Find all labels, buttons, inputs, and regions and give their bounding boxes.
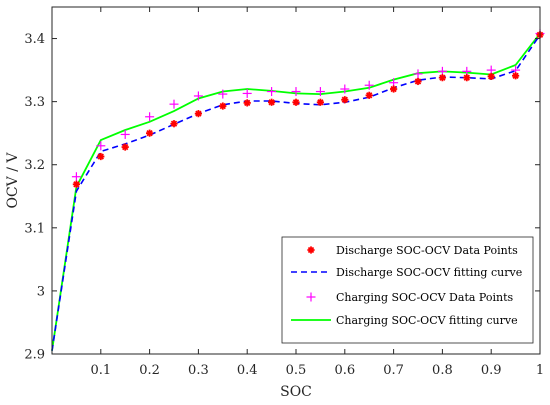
x-tick-label: 0.8 bbox=[432, 363, 453, 378]
asterisk-core bbox=[123, 145, 128, 150]
charging-data-point bbox=[145, 112, 155, 122]
x-tick-label: 0.7 bbox=[383, 363, 404, 378]
discharge-data-point bbox=[121, 143, 129, 151]
y-tick-label: 3.1 bbox=[24, 221, 45, 236]
asterisk-core bbox=[391, 87, 396, 91]
discharge-data-point bbox=[292, 98, 300, 106]
asterisk-core bbox=[513, 73, 518, 78]
x-axis-label: SOC bbox=[280, 384, 312, 400]
asterisk-core bbox=[269, 100, 274, 105]
x-tick-label: 1 bbox=[536, 363, 544, 378]
asterisk-core bbox=[196, 111, 201, 116]
legend-label: Charging SOC-OCV Data Points bbox=[336, 291, 514, 304]
discharge-data-point bbox=[512, 72, 520, 80]
discharge-data-point bbox=[97, 152, 105, 161]
x-tick-label: 0.1 bbox=[90, 363, 111, 378]
charging-data-point bbox=[315, 87, 325, 97]
charging-data-point bbox=[364, 80, 374, 90]
discharge-data-point bbox=[194, 110, 202, 118]
discharge-data-point bbox=[243, 99, 251, 107]
charging-data-point bbox=[96, 141, 106, 151]
series-marker-plus bbox=[71, 28, 545, 182]
charging-data-point bbox=[242, 88, 252, 98]
asterisk-core bbox=[98, 154, 103, 159]
discharge-data-point bbox=[390, 85, 398, 93]
discharge-data-point bbox=[365, 91, 373, 99]
discharge-data-point bbox=[72, 180, 80, 188]
asterisk-core bbox=[309, 248, 313, 252]
charging-data-point bbox=[413, 69, 423, 79]
charging-data-point bbox=[291, 87, 301, 97]
asterisk-core bbox=[489, 74, 494, 79]
x-tick-label: 0.5 bbox=[286, 363, 307, 378]
asterisk-core bbox=[342, 97, 347, 102]
legend: Discharge SOC-OCV Data Points Discharge S… bbox=[281, 236, 534, 344]
x-tick-label: 0.3 bbox=[188, 363, 209, 378]
charging-data-point bbox=[71, 172, 81, 182]
y-tick-label: 2.9 bbox=[24, 348, 45, 363]
legend-label: Discharge SOC-OCV Data Points bbox=[336, 244, 518, 257]
charging-data-point bbox=[340, 84, 350, 94]
asterisk-core bbox=[294, 100, 298, 105]
legend-marker-asterisk bbox=[307, 246, 315, 254]
discharge-data-point bbox=[146, 129, 154, 137]
series-marker-asterisk bbox=[72, 31, 544, 188]
asterisk-core bbox=[318, 100, 323, 105]
charging-data-point bbox=[193, 91, 203, 101]
x-tick-label: 0.2 bbox=[139, 363, 160, 378]
charging-data-point bbox=[169, 99, 179, 109]
asterisk-core bbox=[172, 121, 176, 126]
x-tick-label: 0.6 bbox=[334, 363, 355, 378]
discharge-data-point bbox=[341, 96, 349, 104]
discharge-data-point bbox=[170, 120, 178, 128]
discharge-data-point bbox=[219, 102, 227, 110]
x-tick-label: 0.4 bbox=[237, 363, 258, 378]
legend-label: Charging SOC-OCV fitting curve bbox=[336, 314, 518, 327]
discharge-data-point bbox=[463, 74, 471, 82]
ticks-layer: 0.1 0.2 0.3 0.4 0.5 0.6 0.7 0.8 0.9 1 2.9 3 3.1 3.2 3.… bbox=[24, 7, 544, 378]
series-layer bbox=[51, 28, 545, 351]
asterisk-core bbox=[367, 93, 372, 98]
legend-box bbox=[281, 236, 534, 344]
asterisk-core bbox=[464, 75, 469, 80]
discharge-data-point bbox=[268, 98, 276, 106]
asterisk-core bbox=[245, 100, 250, 105]
charging-data-point bbox=[218, 89, 228, 99]
asterisk-core bbox=[220, 104, 225, 109]
discharge-data-point bbox=[438, 74, 446, 82]
x-tick-label: 0.9 bbox=[481, 363, 502, 378]
asterisk-core bbox=[74, 182, 79, 187]
legend-marker-plus bbox=[306, 292, 316, 302]
discharge-data-point bbox=[316, 98, 324, 106]
charging-data-point bbox=[267, 87, 277, 97]
y-axis-label: OCV / V bbox=[5, 152, 21, 209]
y-tick-label: 3.2 bbox=[24, 158, 45, 173]
asterisk-core bbox=[440, 75, 445, 80]
discharge-data-point bbox=[487, 72, 495, 80]
legend-label: Discharge SOC-OCV fitting curve bbox=[336, 266, 522, 279]
charging-data-point bbox=[120, 129, 130, 139]
legend-items: Discharge SOC-OCV Data Points Discharge S… bbox=[291, 244, 522, 327]
asterisk-core bbox=[416, 79, 420, 84]
asterisk-core bbox=[147, 131, 152, 136]
discharge-data-point bbox=[414, 77, 422, 86]
y-tick-label: 3.3 bbox=[24, 95, 45, 110]
y-tick-label: 3.4 bbox=[24, 32, 45, 47]
y-tick-label: 3 bbox=[37, 284, 45, 299]
